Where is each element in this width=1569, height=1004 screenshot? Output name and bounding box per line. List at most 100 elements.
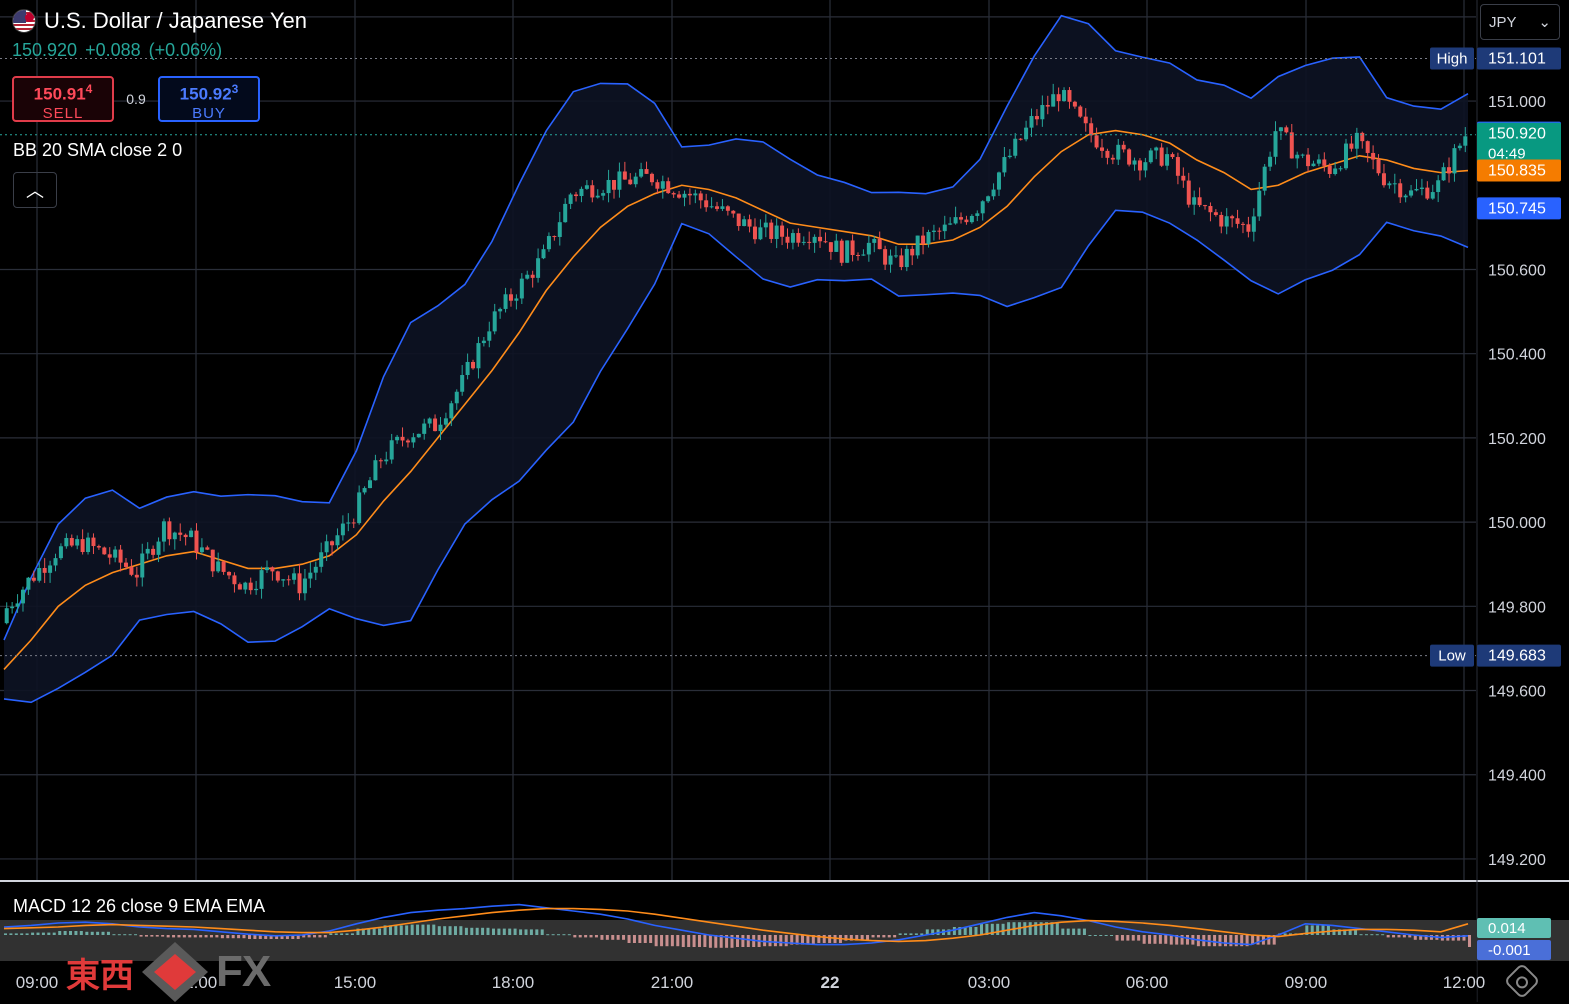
macd-histogram-bar <box>540 929 544 935</box>
macd-histogram-bar <box>367 928 371 935</box>
candle-body <box>1007 155 1012 158</box>
macd-histogram-bar <box>708 935 712 948</box>
candle-body <box>574 194 579 197</box>
candle-body <box>617 171 622 190</box>
candle-body <box>536 258 541 278</box>
logo-cjk-text: 東西 <box>66 955 134 996</box>
macd-histogram-bar <box>166 935 170 938</box>
macd-histogram-bar <box>1332 929 1336 935</box>
candle-body <box>1203 205 1208 207</box>
macd-histogram-bar <box>508 928 512 935</box>
candle-body <box>335 535 340 546</box>
candle-body <box>1235 218 1240 224</box>
candle-body <box>931 230 936 232</box>
macd-histogram-bar <box>1164 935 1168 944</box>
candle-body <box>639 169 644 177</box>
candle-body <box>969 215 974 223</box>
candle-body <box>178 532 183 535</box>
bb-indicator-label[interactable]: BB 20 SMA close 2 0 <box>13 140 183 160</box>
sell-pip: 4 <box>85 82 93 96</box>
candle-body <box>866 242 871 255</box>
candle-body <box>248 582 253 591</box>
candle-body <box>481 340 486 344</box>
candle-body <box>237 584 242 590</box>
candle-body <box>465 361 470 376</box>
candle-body <box>834 240 839 252</box>
macd-histogram-bar <box>52 932 56 935</box>
macd-histogram-bar <box>14 933 18 935</box>
macd-histogram-bar <box>437 926 441 935</box>
sell-button[interactable]: 150.914 SELL <box>12 76 114 122</box>
macd-histogram-bar <box>627 935 631 943</box>
candle-body <box>102 547 107 555</box>
candle-body <box>622 171 627 180</box>
buy-button[interactable]: 150.923 BUY <box>158 76 260 122</box>
candle-body <box>796 233 801 243</box>
macd-histogram-bar <box>1462 935 1466 941</box>
candle-body <box>1278 127 1283 132</box>
macd-histogram-bar <box>687 935 691 947</box>
macd-histogram-bar <box>1446 935 1450 941</box>
macd-histogram-bar <box>1310 925 1314 935</box>
macd-histogram-bar <box>296 935 300 939</box>
collapse-legend-button[interactable]: ︿ <box>13 172 57 208</box>
macd-histogram-bar <box>1082 928 1086 935</box>
candle-body <box>134 574 139 578</box>
price-tag <box>1477 47 1561 70</box>
candle-body <box>1089 123 1094 136</box>
macd-histogram-bar <box>920 933 924 935</box>
macd-histogram-bar <box>497 928 501 935</box>
candle-body <box>1311 163 1316 167</box>
candle-body <box>492 311 497 332</box>
countdown-label: 04:49 <box>1488 146 1526 163</box>
macd-histogram-bar <box>985 923 989 935</box>
candle-body <box>899 255 904 268</box>
macd-histogram-bar <box>567 934 571 936</box>
candle-body <box>1045 105 1050 107</box>
candle-body <box>161 521 166 542</box>
macd-histogram-bar <box>1001 923 1005 935</box>
macd-histogram-bar <box>1408 935 1412 938</box>
candle-body <box>1137 160 1142 171</box>
macd-histogram-bar <box>264 935 268 939</box>
bollinger-band-lines <box>3 14 1469 704</box>
candle-body <box>948 223 953 225</box>
macd-histogram-bar <box>85 931 89 935</box>
candle-body <box>183 534 188 538</box>
candle-body <box>1159 147 1164 166</box>
candle-body <box>1316 159 1321 164</box>
macd-histogram-bar <box>1169 935 1173 945</box>
candle-body <box>1002 157 1007 173</box>
candle-body <box>888 255 893 265</box>
candle-body <box>400 436 405 441</box>
candle-body <box>709 206 714 208</box>
macd-histogram-bar <box>925 929 929 935</box>
candle-body <box>1116 144 1121 160</box>
candle-body <box>790 233 795 243</box>
macd-histogram-bar <box>893 935 897 938</box>
candle-body <box>595 195 600 198</box>
macd-histogram-bar <box>1099 935 1103 936</box>
candle-body <box>1463 136 1468 146</box>
candle-body <box>80 539 85 553</box>
macd-histogram-bar <box>1468 935 1471 947</box>
candle-body <box>769 222 774 239</box>
macd-indicator-label[interactable]: MACD 12 26 close 9 EMA EMA <box>13 896 266 916</box>
macd-histogram-bar <box>269 935 273 939</box>
candle-body <box>525 274 530 279</box>
candle-body <box>319 552 324 567</box>
macd-histogram-bar <box>302 935 306 938</box>
macd-histogram-bar <box>952 927 956 935</box>
candle-body <box>530 274 535 278</box>
candle-body <box>1251 216 1256 232</box>
candle-body <box>1268 156 1273 167</box>
candle-body <box>10 606 15 609</box>
candle-body <box>818 236 823 242</box>
macd-histogram-bar <box>41 932 45 935</box>
currency-select[interactable]: JPY ⌄ <box>1480 4 1560 40</box>
macd-histogram-bar <box>1283 933 1287 935</box>
candle-body <box>861 254 866 256</box>
macd-histogram-bar <box>855 935 859 941</box>
candle-body <box>1094 135 1099 148</box>
